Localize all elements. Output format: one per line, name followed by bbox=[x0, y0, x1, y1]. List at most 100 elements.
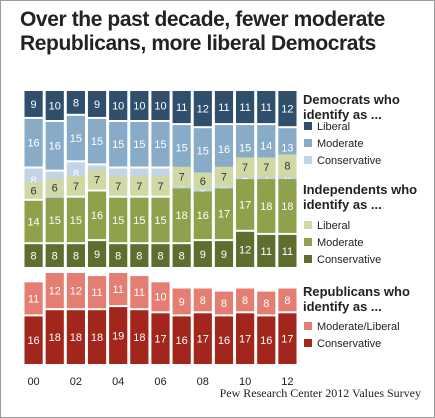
value-label: 12 bbox=[49, 286, 61, 298]
value-label: 9 bbox=[94, 249, 100, 261]
value-label: 6 bbox=[284, 172, 290, 184]
bar bbox=[236, 157, 255, 178]
bar bbox=[45, 310, 64, 364]
bar bbox=[24, 118, 43, 167]
legend-swatch bbox=[304, 139, 312, 147]
bar bbox=[278, 91, 297, 127]
group-title: Democrats who identify as ... bbox=[303, 92, 400, 122]
bar bbox=[172, 166, 191, 187]
bar bbox=[109, 122, 128, 167]
value-label: 15 bbox=[70, 215, 82, 227]
value-label: 11 bbox=[282, 246, 293, 258]
bar bbox=[172, 244, 191, 267]
bar bbox=[45, 91, 64, 120]
bar bbox=[130, 122, 149, 167]
bar bbox=[109, 244, 128, 267]
value-label: 16 bbox=[49, 141, 61, 153]
value-label: 16 bbox=[260, 335, 272, 347]
bar bbox=[193, 288, 212, 312]
bar bbox=[87, 241, 107, 267]
value-label: 15 bbox=[239, 142, 251, 154]
bar bbox=[87, 91, 107, 117]
bar bbox=[109, 176, 128, 196]
bar bbox=[130, 197, 149, 243]
value-label: 15 bbox=[176, 142, 188, 154]
value-label: 17 bbox=[239, 334, 251, 346]
bar bbox=[130, 91, 149, 120]
group-title: Independents who identify as ... bbox=[303, 182, 418, 212]
bar bbox=[66, 273, 85, 309]
bar bbox=[66, 310, 85, 364]
value-label: 9 bbox=[221, 249, 227, 261]
value-label: 16 bbox=[197, 210, 209, 222]
value-label: 15 bbox=[91, 136, 103, 148]
value-label: 16 bbox=[176, 335, 188, 347]
bar bbox=[236, 288, 255, 312]
bar bbox=[109, 91, 128, 120]
value-label: 7 bbox=[94, 175, 100, 187]
bar bbox=[236, 231, 255, 267]
bar bbox=[214, 125, 234, 173]
bar bbox=[214, 241, 234, 267]
value-label: 8 bbox=[115, 251, 121, 263]
value-label: 11 bbox=[239, 102, 250, 114]
x-tick-label: 08 bbox=[197, 376, 209, 388]
value-label: 8 bbox=[242, 295, 248, 307]
value-label: 18 bbox=[176, 210, 188, 222]
value-label: 15 bbox=[154, 215, 166, 227]
value-label: 8 bbox=[31, 251, 37, 263]
value-label: 11 bbox=[134, 287, 145, 299]
value-label: 10 bbox=[133, 100, 145, 112]
value-label: 7 bbox=[73, 181, 79, 193]
bar bbox=[214, 316, 234, 364]
value-label: 10 bbox=[154, 292, 166, 304]
value-label: 11 bbox=[112, 284, 123, 296]
value-label: 18 bbox=[49, 332, 61, 344]
value-label: 17 bbox=[154, 334, 166, 346]
x-tick-label: 02 bbox=[70, 376, 82, 388]
legend-label: Moderate bbox=[317, 237, 363, 249]
bar bbox=[87, 169, 107, 190]
value-label: 11 bbox=[261, 246, 272, 258]
bar bbox=[24, 91, 43, 117]
value-label: 19 bbox=[112, 330, 124, 342]
bar bbox=[24, 200, 43, 243]
bar bbox=[278, 288, 297, 312]
value-label: 7 bbox=[115, 181, 121, 193]
value-label: 7 bbox=[157, 181, 163, 193]
bar bbox=[45, 122, 64, 170]
value-label: 8 bbox=[136, 251, 142, 263]
value-label: 15 bbox=[133, 139, 145, 151]
legend-swatch bbox=[304, 156, 312, 164]
x-tick-label: 12 bbox=[281, 376, 293, 388]
value-label: 17 bbox=[281, 334, 293, 346]
bar bbox=[214, 166, 234, 187]
legend-swatch bbox=[304, 322, 312, 330]
value-label: 13 bbox=[281, 142, 293, 154]
bar bbox=[24, 244, 43, 267]
value-label: 14 bbox=[260, 141, 272, 153]
value-label: 12 bbox=[197, 104, 209, 116]
legend-swatch bbox=[304, 122, 312, 130]
legend-swatch bbox=[304, 339, 312, 347]
bar bbox=[278, 313, 297, 364]
bar bbox=[130, 276, 149, 309]
bar bbox=[151, 282, 170, 312]
legend-label: Liberal bbox=[317, 220, 350, 232]
bar bbox=[66, 115, 85, 161]
bar bbox=[193, 91, 212, 127]
bar bbox=[66, 244, 85, 267]
x-tick-label: 04 bbox=[112, 376, 124, 388]
value-label: 11 bbox=[261, 102, 272, 114]
value-label: 7 bbox=[179, 171, 185, 183]
bar bbox=[151, 244, 170, 267]
bar bbox=[130, 176, 149, 196]
bar bbox=[130, 310, 149, 364]
value-label: 17 bbox=[239, 199, 251, 211]
value-label: 9 bbox=[31, 99, 37, 111]
value-label: 16 bbox=[27, 138, 39, 150]
legend-label: Liberal bbox=[317, 121, 350, 133]
bar bbox=[193, 241, 212, 267]
bar bbox=[193, 128, 212, 173]
bar bbox=[257, 91, 276, 124]
